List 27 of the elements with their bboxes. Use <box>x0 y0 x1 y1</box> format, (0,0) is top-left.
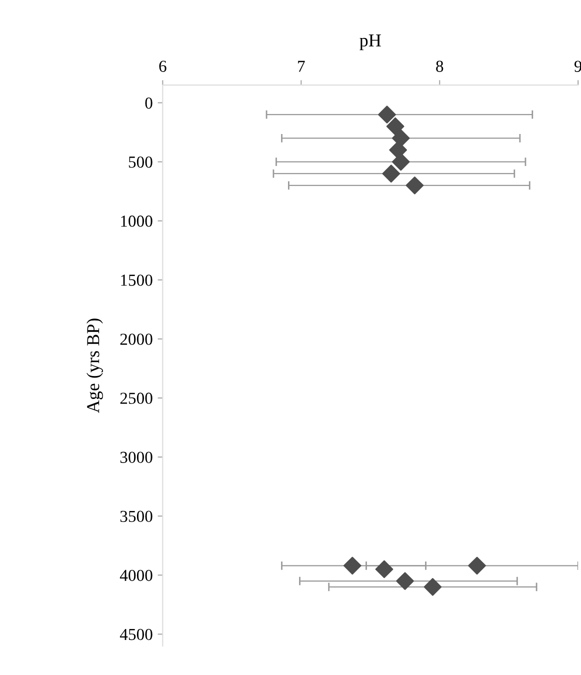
y-tick-label: 1500 <box>121 274 152 286</box>
y-axis-title: Age (yrs BP) <box>86 318 103 413</box>
y-tick-label: 4500 <box>120 628 152 640</box>
point <box>375 560 394 578</box>
x-axis-title: pH <box>360 34 381 50</box>
y-tick-label: 3000 <box>120 452 152 463</box>
point <box>392 152 410 171</box>
point <box>424 578 442 596</box>
y-tick-label: 1000 <box>121 216 152 227</box>
x-tick-label: 7 <box>298 60 305 72</box>
y-tick-label: 4000 <box>120 570 152 582</box>
y-tick-label: 500 <box>128 156 152 168</box>
point <box>406 176 424 194</box>
point <box>392 129 410 148</box>
y-tick-label: 0 <box>145 97 152 109</box>
y-tick-label: 3500 <box>120 510 152 522</box>
x-tick-label: 6 <box>159 60 166 72</box>
point <box>468 556 486 575</box>
x-tick-label: 8 <box>436 60 444 72</box>
y-tick-label: 2500 <box>120 392 152 404</box>
y-tick-label: 2000 <box>120 334 152 345</box>
point <box>343 556 362 575</box>
point <box>382 164 400 183</box>
point <box>396 572 414 590</box>
point <box>386 117 404 136</box>
point <box>378 106 396 124</box>
point <box>389 141 407 159</box>
